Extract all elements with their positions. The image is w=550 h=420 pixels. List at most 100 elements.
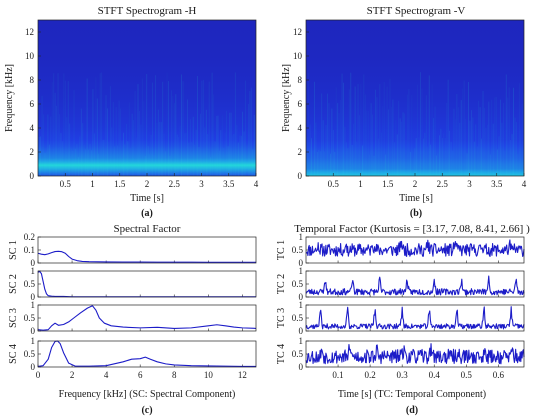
y-tick-label: 10 [25,51,35,61]
panel-c-spectral-factor: Spectral Factor 0 0.1 0.2 SC 1 0 0.5 1 SC 2 0 0.5… [8,223,257,416]
spectrogram-streak [124,144,126,176]
spectrogram-streak [109,86,111,176]
spectrogram-streak [108,141,110,176]
spectrogram-streak [201,80,203,176]
spectrogram-streak [181,74,183,176]
spectrogram-streak [385,154,387,176]
y-tick-label: 1 [31,300,36,310]
spectrogram-streak [500,99,501,176]
panel-d-label: (d) [406,405,418,416]
spectrogram-streak [188,142,190,176]
panel-d-subplot-frame [305,340,525,368]
spectrogram-streak [353,123,355,176]
spectrogram-streak [331,108,333,176]
spectrogram-streak [98,153,100,176]
spectrogram-streak [386,86,388,176]
spectrogram-streak [479,107,481,176]
spectrogram-streak [211,72,213,176]
spectrogram-streak [149,154,151,176]
spectrogram-streak [133,120,135,176]
spectrogram-streak [159,121,161,176]
panel-a-plot-area [37,19,257,177]
x-tick-label: 2 [145,179,150,189]
spectrogram-streak [485,127,487,176]
spectrogram-streak [221,115,223,176]
spectrogram-streak [308,73,310,176]
spectrogram-streak [309,124,311,176]
spectrogram-streak [495,97,497,176]
spectrogram-streak [96,98,98,176]
spectrogram-streak [338,112,340,176]
x-tick-label: 0.5 [60,179,72,189]
spectrogram-streak [380,132,382,176]
spectrogram-streak [139,110,140,176]
spectrogram-streak [520,130,522,176]
panel-c-series-label: SC 2 [8,274,19,294]
y-tick-label: 0.2 [24,232,35,242]
spectrogram-streak [117,145,119,176]
spectrogram-streak [341,73,343,176]
spectrogram-streak [343,82,344,176]
spectrogram-streak [91,150,92,176]
spectrogram-streak [101,72,103,176]
y-tick-label: 2 [298,147,303,157]
x-tick-label: 12 [238,370,247,380]
y-tick-label: 0 [299,362,304,372]
spectrogram-streak [507,97,509,176]
spectrogram-streak [401,121,403,176]
spectrogram-streak [178,136,180,176]
panel-d-series-label: TC 3 [276,308,287,328]
spectrogram-streak [347,148,349,176]
panel-c-label: (c) [141,405,152,416]
spectrogram-streak [89,144,91,176]
spectrogram-streak [319,151,321,176]
spectrogram-streak [152,82,153,176]
spectrogram-streak [232,135,233,176]
spectrogram-streak [73,90,75,176]
spectrogram-streak [112,101,114,176]
panel-c-subplot-1: 0 0.1 0.2 SC 1 [8,232,257,268]
x-tick-label: 0.5 [461,370,473,380]
panel-c-subplot-frame [37,270,257,298]
spectrogram-streak [427,146,429,176]
spectrogram-streak [229,112,230,176]
spectrogram-streak [48,144,50,176]
spectrogram-streak [128,102,130,176]
spectrogram-streak [466,153,468,176]
spectrogram-streak [61,141,63,176]
y-tick-label: 0 [31,362,36,372]
spectrogram-streak [395,119,397,176]
spectrogram-streak [420,72,421,176]
spectrogram-streak [321,93,323,176]
spectrogram-streak [75,148,76,176]
panel-c-series-label: SC 4 [8,344,19,364]
spectrogram-streak [468,81,469,176]
spectrogram-streak [428,75,430,176]
y-tick-label: 4 [30,123,35,133]
x-tick-label: 1 [90,179,95,189]
spectrogram-streak [56,105,58,176]
y-tick-label: 1 [299,336,304,346]
spectrogram-streak [497,149,498,176]
spectrogram-streak [83,144,85,176]
panel-a-heatmap-streaks [38,72,257,176]
x-tick-label: 0.4 [429,370,441,380]
x-tick-label: 2 [70,370,75,380]
panel-c-subplot-3: 0 0.5 1 SC 3 [8,300,257,336]
spectrogram-streak [50,116,52,176]
spectrogram-streak [379,84,381,176]
spectrogram-streak [66,117,68,176]
spectrogram-streak [518,83,520,176]
spectrogram-streak [366,110,368,176]
spectrogram-streak [200,113,201,176]
spectrogram-streak [198,147,200,176]
spectrogram-streak [393,142,395,176]
spectrogram-streak [59,114,60,176]
spectrogram-streak [306,136,308,176]
spectrogram-streak [316,151,318,176]
spectrogram-streak [233,133,235,176]
spectrogram-streak [404,113,405,176]
spectrogram-streak [492,123,494,176]
spectrogram-streak [370,103,372,176]
